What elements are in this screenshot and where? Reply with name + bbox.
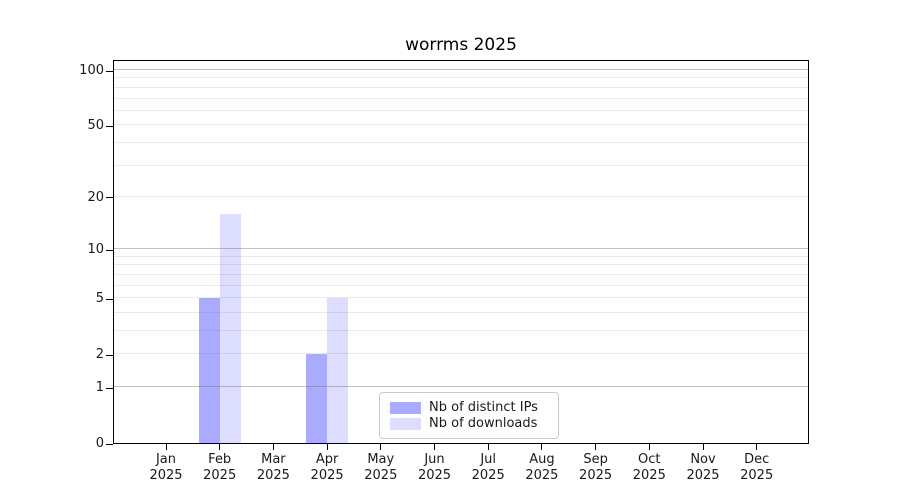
gridline-major xyxy=(114,248,808,250)
y-tick-label: 0 xyxy=(95,436,104,451)
bar-distinct-ips xyxy=(306,354,328,443)
gridline-minor xyxy=(114,124,808,126)
x-tick-mark xyxy=(756,444,758,450)
x-tick-mark xyxy=(541,444,543,450)
gridline-minor xyxy=(114,97,808,99)
legend-label: Nb of distinct IPs xyxy=(429,400,538,415)
legend-item: Nb of distinct IPs xyxy=(390,400,558,415)
gridline-minor xyxy=(114,86,808,88)
y-tick-mark xyxy=(106,387,113,389)
x-tick-label: Jan 2025 xyxy=(149,452,183,483)
gridline-minor xyxy=(114,353,808,355)
bar-downloads xyxy=(327,298,349,443)
x-tick-mark xyxy=(595,444,597,450)
downloads-swatch xyxy=(390,417,421,430)
legend: Nb of distinct IPs Nb of downloads xyxy=(379,392,559,439)
x-tick-label: Dec 2025 xyxy=(740,452,774,483)
x-tick-mark xyxy=(434,444,435,450)
y-tick-label: 1 xyxy=(95,380,104,395)
x-tick-label: Jun 2025 xyxy=(417,452,452,483)
x-tick-label: Aug 2025 xyxy=(525,452,559,483)
y-tick-mark xyxy=(106,354,113,356)
gridline-major xyxy=(114,69,808,70)
gridline-minor xyxy=(114,311,808,313)
gridline-minor xyxy=(114,195,808,197)
y-tick-mark xyxy=(106,249,113,251)
x-tick-label: Feb 2025 xyxy=(203,452,237,483)
y-tick-label: 10 xyxy=(87,242,104,258)
plot-area xyxy=(113,60,809,444)
bar-distinct-ips xyxy=(198,298,220,443)
gridline-minor xyxy=(114,141,808,143)
gridline-minor xyxy=(114,264,808,266)
y-tick-label: 50 xyxy=(87,118,104,134)
y-tick-label: 20 xyxy=(87,189,104,205)
x-tick-mark xyxy=(272,444,274,450)
gridline-minor xyxy=(114,164,808,166)
y-tick-label: 5 xyxy=(95,291,104,307)
x-tick-label: Oct 2025 xyxy=(632,452,666,483)
legend-item: Nb of downloads xyxy=(390,416,558,431)
y-tick-mark xyxy=(106,197,113,199)
y-tick-mark xyxy=(106,298,113,300)
bar-downloads xyxy=(219,214,241,443)
x-tick-mark xyxy=(487,444,489,450)
x-tick-mark xyxy=(165,444,167,450)
y-tick-mark xyxy=(106,70,113,72)
x-tick-label: Jul 2025 xyxy=(471,452,505,483)
y-tick-label: 2 xyxy=(95,347,104,363)
distinct-ips-swatch xyxy=(390,401,421,414)
gridline-minor xyxy=(114,284,808,286)
gridline-minor xyxy=(114,77,808,79)
x-tick-mark xyxy=(326,444,328,450)
x-tick-mark xyxy=(702,444,704,450)
x-tick-label: Nov 2025 xyxy=(686,452,720,483)
y-tick-label: 100 xyxy=(79,63,104,78)
x-tick-label: May 2025 xyxy=(364,452,398,483)
legend-label: Nb of downloads xyxy=(429,416,538,431)
gridline-minor xyxy=(114,109,808,111)
gridline-minor xyxy=(114,330,808,331)
x-tick-mark xyxy=(648,444,650,450)
gridline-minor xyxy=(114,255,808,257)
x-tick-label: Mar 2025 xyxy=(256,452,290,483)
gridline-major xyxy=(114,386,808,387)
x-tick-label: Sep 2025 xyxy=(579,452,613,483)
gridline-minor xyxy=(114,273,808,275)
x-tick-mark xyxy=(380,444,382,450)
x-tick-mark xyxy=(219,444,221,450)
gridline-minor xyxy=(114,297,808,299)
x-tick-label: Apr 2025 xyxy=(310,452,344,483)
y-tick-mark xyxy=(106,443,113,445)
chart-title: worrms 2025 xyxy=(405,35,517,55)
y-tick-mark xyxy=(106,125,113,127)
